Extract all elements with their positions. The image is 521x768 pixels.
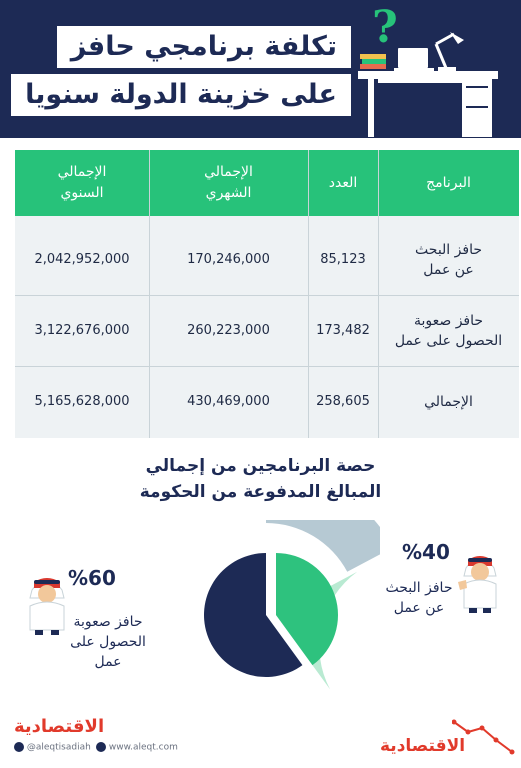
row-divider [15, 295, 519, 296]
share-donut-chart [203, 520, 380, 690]
column-divider [308, 150, 309, 438]
count-cell: 85,123 [320, 252, 366, 267]
program-cell: الإجمالي [378, 366, 519, 437]
column-header-monthly: الإجمالي الشهري [149, 150, 308, 216]
right-percent-label: %40 [402, 540, 450, 564]
left-share-slice [203, 553, 303, 677]
count-cell: 173,482 [316, 323, 370, 338]
brand-logo-right: الاقتصادية [380, 736, 466, 756]
left-percent-label: %60 [68, 566, 116, 590]
twitter-handle: @aleqtisadiah [14, 742, 91, 753]
column-header-annual: الإجمالي السنوي [15, 150, 149, 216]
program-name-line-2: عن عمل [423, 261, 474, 278]
books-icon [360, 54, 386, 69]
program-name-line-1: حافز البحث [415, 241, 482, 258]
left-program-label-line-2: الحصول على عمل [70, 634, 146, 670]
program-cell: حافز صعوبة الحصول على عمل [378, 295, 519, 366]
column-header-monthly-line-2: الشهري [205, 185, 252, 201]
table-row: 3,122,676,000 260,223,000 173,482 حافز ص… [15, 295, 519, 366]
desk-lamp-icon [434, 32, 464, 71]
right-program-label-line-1: حافز البحث [385, 580, 453, 596]
brand-logo-left: الاقتصادية [14, 716, 105, 737]
annual-cell: 5,165,628,000 [34, 394, 130, 409]
left-program-label: حافز صعوبة الحصول على عمل [60, 612, 156, 672]
monthly-cell: 430,469,000 [187, 394, 270, 409]
page-title-line-1: تكلفة برنامجي حافز [56, 26, 351, 68]
program-cell: حافز البحث عن عمل [378, 224, 519, 295]
column-divider [149, 150, 150, 438]
person-right-icon [458, 556, 497, 613]
website-text: www.aleqt.com [108, 742, 178, 753]
laptop-icon [394, 48, 434, 71]
row-divider [15, 366, 519, 367]
program-name-line-2: الحصول على عمل [394, 332, 503, 349]
right-share-slice [276, 553, 338, 666]
table-header: الإجمالي السنوي الإجمالي الشهري العدد البر… [15, 150, 519, 216]
question-mark-icon: ? [372, 2, 398, 53]
left-program-label-line-1: حافز صعوبة [73, 614, 143, 630]
program-name-line-1: حافز صعوبة [413, 312, 484, 329]
table-row: 2,042,952,000 170,246,000 85,123 حافز ال… [15, 224, 519, 295]
column-divider [378, 150, 379, 438]
column-header-annual-line-1: الإجمالي [57, 164, 107, 180]
right-program-label: حافز البحث عن عمل [378, 578, 460, 618]
count-cell: 258,605 [316, 394, 370, 409]
column-header-program: البرنامج [426, 174, 471, 191]
desk-illustration [358, 32, 498, 137]
annual-cell: 3,122,676,000 [34, 323, 130, 338]
column-header-count: العدد [328, 174, 358, 191]
share-title-line-1: حصة البرنامجين من إجمالي [145, 456, 376, 476]
table-row-total: 5,165,628,000 430,469,000 258,605 الإجما… [15, 366, 519, 437]
website-link[interactable]: www.aleqt.com [96, 742, 178, 753]
monthly-cell: 260,223,000 [187, 323, 270, 338]
monthly-cell: 170,246,000 [187, 252, 270, 267]
program-cost-table: الإجمالي السنوي الإجمالي الشهري العدد البر… [15, 150, 519, 438]
header-banner: تكلفة برنامجي حافز على خزينة الدولة سنوي… [0, 0, 521, 138]
annual-cell: 2,042,952,000 [34, 252, 130, 267]
share-title-line-2: المبالغ المدفوعة من الحكومة [139, 482, 382, 502]
column-header-annual-line-2: السنوي [60, 185, 104, 201]
right-program-label-line-2: عن عمل [393, 600, 445, 616]
person-left-icon [29, 578, 65, 635]
page-title-line-2: على خزينة الدولة سنويا [11, 74, 351, 116]
twitter-handle-text: @aleqtisadiah [26, 742, 91, 753]
left-share-ring-segment [266, 520, 380, 572]
program-name-line-1: الإجمالي [424, 393, 473, 410]
column-header-monthly-line-1: الإجمالي [204, 164, 253, 180]
trend-line-icon [452, 719, 515, 755]
globe-icon [96, 742, 106, 752]
twitter-icon [14, 742, 24, 752]
